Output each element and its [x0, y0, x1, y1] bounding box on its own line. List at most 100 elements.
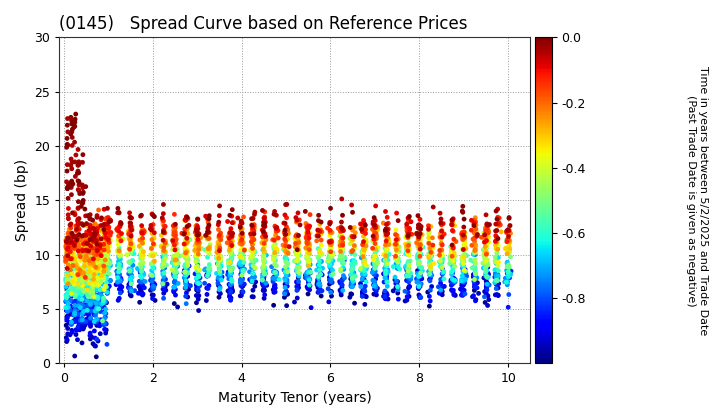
- Point: [383, 251, 395, 258]
- Point: [95, 248, 107, 255]
- Point: [61, 246, 73, 253]
- Point: [269, 273, 280, 280]
- Point: [179, 261, 191, 268]
- Point: [73, 180, 85, 187]
- Point: [73, 294, 84, 301]
- Point: [459, 236, 471, 242]
- Point: [259, 214, 271, 220]
- Point: [459, 234, 470, 240]
- Point: [98, 268, 109, 275]
- Point: [304, 223, 315, 229]
- Point: [74, 190, 86, 197]
- Point: [258, 248, 270, 255]
- X-axis label: Maturity Tenor (years): Maturity Tenor (years): [218, 391, 372, 405]
- Point: [78, 272, 89, 278]
- Point: [301, 255, 312, 261]
- Point: [89, 270, 100, 277]
- Point: [269, 241, 281, 247]
- Point: [60, 334, 72, 341]
- Point: [366, 269, 378, 276]
- Point: [358, 247, 369, 253]
- Point: [86, 296, 98, 302]
- Point: [136, 230, 148, 236]
- Point: [235, 256, 247, 262]
- Point: [459, 267, 470, 274]
- Point: [62, 235, 73, 242]
- Point: [312, 262, 324, 268]
- Point: [81, 281, 92, 287]
- Point: [114, 236, 126, 243]
- Point: [225, 265, 236, 272]
- Point: [214, 248, 225, 255]
- Point: [246, 246, 257, 252]
- Point: [303, 235, 315, 242]
- Point: [77, 184, 89, 191]
- Point: [180, 278, 192, 285]
- Point: [416, 276, 428, 282]
- Point: [80, 296, 91, 303]
- Point: [459, 243, 471, 250]
- Point: [68, 281, 80, 287]
- Point: [301, 223, 312, 230]
- Point: [95, 268, 107, 274]
- Point: [180, 239, 192, 245]
- Point: [125, 287, 137, 294]
- Point: [391, 249, 402, 256]
- Point: [193, 273, 204, 279]
- Point: [192, 257, 203, 264]
- Point: [400, 251, 412, 257]
- Point: [73, 246, 85, 252]
- Point: [449, 257, 460, 264]
- Point: [238, 268, 249, 275]
- Point: [78, 326, 89, 332]
- Point: [136, 222, 148, 229]
- Point: [248, 257, 259, 264]
- Point: [191, 222, 202, 228]
- Point: [158, 257, 169, 264]
- Point: [71, 236, 83, 243]
- Point: [300, 220, 312, 227]
- Point: [480, 239, 492, 245]
- Point: [361, 278, 372, 285]
- Point: [457, 278, 469, 285]
- Point: [478, 252, 490, 258]
- Point: [79, 276, 91, 282]
- Point: [457, 264, 469, 271]
- Point: [180, 241, 192, 247]
- Point: [359, 276, 370, 283]
- Point: [238, 281, 250, 287]
- Point: [256, 234, 268, 240]
- Point: [314, 230, 325, 236]
- Point: [89, 275, 100, 281]
- Point: [412, 255, 423, 262]
- Point: [356, 249, 368, 255]
- Point: [80, 233, 91, 240]
- Point: [322, 258, 333, 265]
- Point: [84, 308, 95, 315]
- Point: [72, 216, 84, 223]
- Point: [371, 291, 382, 298]
- Point: [369, 236, 380, 242]
- Point: [480, 236, 492, 243]
- Point: [90, 276, 102, 283]
- Point: [469, 271, 481, 278]
- Point: [63, 184, 74, 190]
- Point: [258, 248, 270, 255]
- Point: [325, 256, 336, 263]
- Point: [293, 238, 305, 245]
- Point: [392, 265, 404, 271]
- Point: [337, 226, 348, 232]
- Point: [300, 271, 312, 278]
- Point: [459, 287, 470, 294]
- Point: [337, 239, 348, 246]
- Point: [89, 312, 100, 318]
- Point: [61, 278, 73, 285]
- Point: [182, 262, 194, 269]
- Point: [359, 220, 370, 227]
- Point: [192, 216, 204, 223]
- Point: [215, 264, 226, 270]
- Point: [436, 264, 448, 270]
- Point: [79, 268, 91, 275]
- Point: [114, 277, 126, 284]
- Point: [89, 311, 100, 318]
